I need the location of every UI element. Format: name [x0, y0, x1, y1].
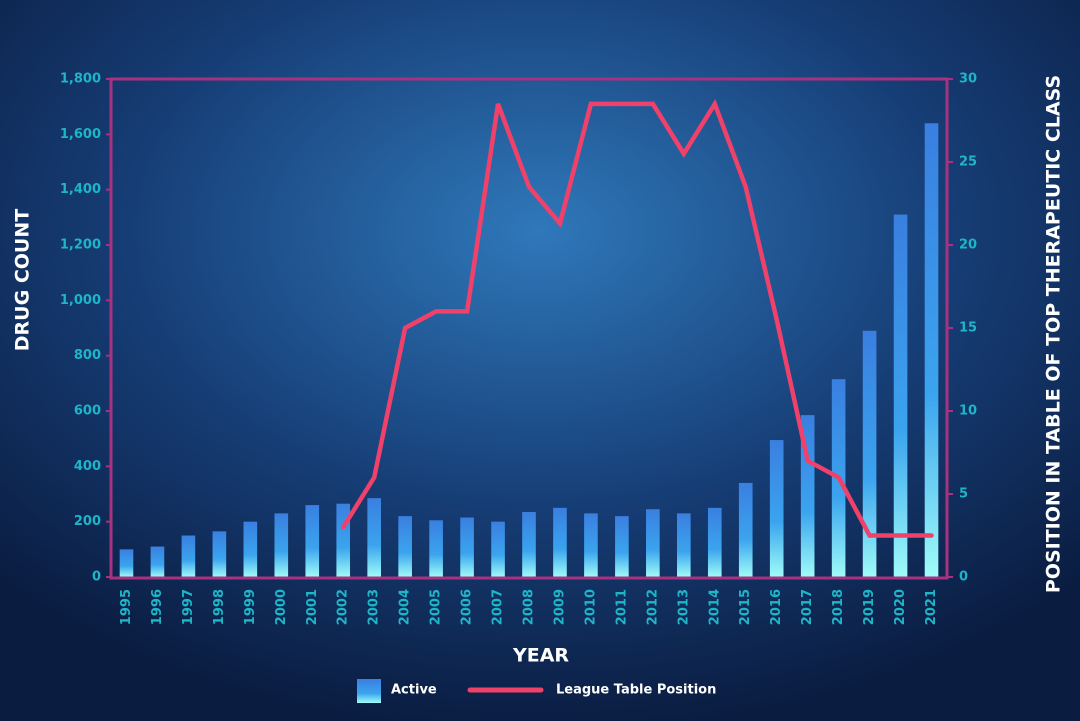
- x-tick-label: 2001: [305, 589, 320, 625]
- y-tick-label: 0: [92, 570, 101, 585]
- y-axis-title: DRUG COUNT: [12, 209, 34, 351]
- bar: [522, 511, 536, 577]
- bar: [429, 520, 443, 577]
- bar: [212, 531, 227, 577]
- x-tick-label: 2018: [831, 589, 846, 625]
- bar: [398, 516, 412, 577]
- y2-tick-label: 10: [959, 404, 977, 419]
- x-tick-label: 1995: [119, 589, 134, 625]
- bar: [243, 521, 258, 577]
- x-tick-label: 1998: [212, 589, 227, 625]
- x-tick-label: 2010: [583, 589, 598, 625]
- x-tick-label: 1999: [243, 589, 258, 625]
- x-tick-label: 2011: [614, 589, 629, 625]
- x-tick-label: 2000: [274, 589, 289, 625]
- legend-swatch-bar: [357, 679, 381, 703]
- x-axis-title: YEAR: [512, 645, 569, 667]
- bar: [460, 517, 474, 577]
- bar: [274, 513, 289, 577]
- x-tick-label: 2004: [398, 589, 413, 625]
- x-tick-label: 2019: [862, 589, 877, 625]
- bar: [336, 503, 351, 577]
- y-tick-label: 1,400: [60, 182, 101, 197]
- plot-area: 0 200 400 600 800 1,000 1,200 1,400 1,600 1,800 0 5…: [60, 72, 977, 626]
- bar: [119, 549, 134, 577]
- x-tick-label: 2017: [800, 589, 815, 625]
- bar: [893, 214, 908, 578]
- y2-tick-label: 15: [959, 321, 977, 336]
- bar: [615, 516, 629, 577]
- y-tick-label: 200: [74, 514, 101, 529]
- y-tick-label: 600: [74, 404, 101, 419]
- x-tick-label: 2008: [522, 589, 537, 625]
- bar: [924, 123, 939, 578]
- bar: [181, 535, 196, 577]
- y2-tick-label: 5: [959, 487, 968, 502]
- x-tick-label: 2012: [645, 589, 660, 625]
- y-tick-label: 1,800: [60, 72, 101, 87]
- y-tick-label: 1,000: [60, 293, 101, 308]
- bar: [707, 507, 722, 577]
- bar: [738, 482, 753, 577]
- x-tick-label: 2007: [491, 589, 506, 625]
- x-tick-label: 2013: [676, 589, 691, 625]
- bar: [150, 546, 165, 577]
- x-tick-label: 2006: [460, 589, 475, 625]
- bar: [553, 507, 567, 577]
- x-tick-label: 1997: [181, 589, 196, 625]
- y2-tick-label: 0: [959, 570, 968, 585]
- x-tick-label: 2020: [893, 589, 908, 625]
- bar: [677, 513, 691, 577]
- bar: [646, 509, 660, 577]
- y-tick-label: 800: [74, 348, 101, 363]
- y2-tick-label: 25: [959, 155, 977, 170]
- bar: [769, 440, 784, 577]
- bar: [367, 498, 381, 577]
- bar: [584, 513, 598, 577]
- x-tick-label: 2014: [707, 589, 722, 625]
- x-tick-label: 2015: [738, 589, 753, 625]
- y2-axis-title: POSITION IN TABLE OF TOP THERAPEUTIC CLA…: [1043, 75, 1065, 593]
- bar: [305, 505, 320, 577]
- line: [340, 98, 934, 538]
- y-tick-label: 1,600: [60, 127, 101, 142]
- plot-frame: [109, 77, 949, 580]
- x-tick-label: 2002: [336, 589, 351, 625]
- x-tick-label: 2005: [429, 589, 444, 625]
- x-tick-label: 1996: [150, 589, 165, 625]
- y2-tick-label: 30: [959, 72, 977, 87]
- legend-label: Active: [391, 683, 437, 698]
- y2-tick-label: 20: [959, 238, 977, 253]
- x-tick-label: 2003: [367, 589, 382, 625]
- legend-label: League Table Position: [556, 683, 716, 698]
- y-tick-label: 400: [74, 459, 101, 474]
- bar: [862, 330, 877, 577]
- x-tick-label: 2021: [924, 589, 939, 625]
- y-tick-label: 1,200: [60, 238, 101, 253]
- x-tick-label: 2016: [769, 589, 784, 625]
- x-tick-label: 2009: [552, 589, 567, 625]
- bar: [491, 521, 505, 577]
